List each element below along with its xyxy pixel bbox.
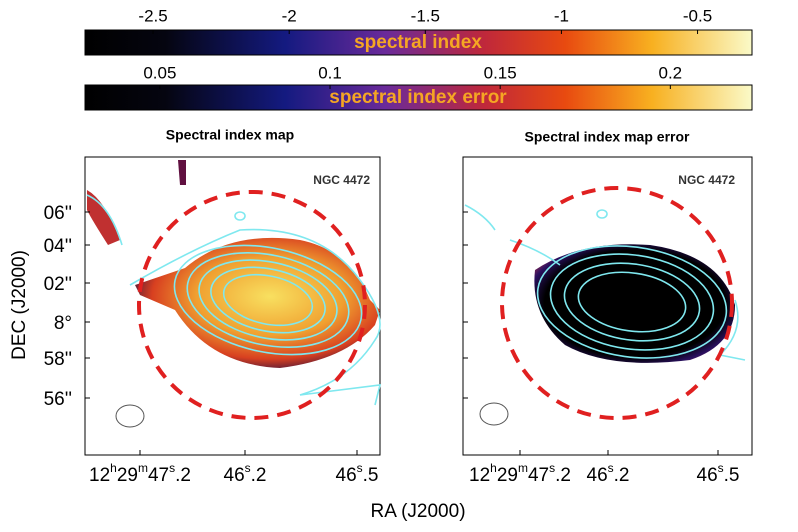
source-label: NGC 4472 — [313, 173, 370, 187]
ra-tick-part: 12 — [89, 465, 110, 486]
ra-tick-part: s — [608, 461, 614, 475]
ra-tick-part: s — [357, 461, 363, 475]
dec-tick-label: 02'' — [44, 274, 72, 295]
colorbar-tick-label: -2.5 — [138, 6, 167, 25]
ra-tick-part: .5 — [363, 465, 379, 486]
ra-tick-part: 12 — [469, 465, 490, 486]
ra-tick-part: 46 — [336, 465, 357, 486]
ra-tick-part: s — [718, 461, 724, 475]
colorbar-label: spectral index error — [329, 87, 507, 108]
ra-tick-part: s — [245, 461, 251, 475]
colorbar-tick-label: 0.15 — [484, 63, 517, 82]
ra-tick-part: 46 — [587, 465, 608, 486]
ra-tick-part: h — [110, 461, 117, 475]
dec-tick-label: 56'' — [44, 389, 72, 410]
ra-tick-part: s — [549, 461, 555, 475]
ra-tick-part: 29 — [497, 465, 518, 486]
colorbar-tick-label: -1 — [554, 6, 569, 25]
ra-tick-part: 46 — [697, 465, 718, 486]
map-panel — [462, 156, 753, 456]
dec-tick-label: 04'' — [44, 236, 72, 257]
colorbar — [84, 84, 753, 111]
ra-tick-label: 46s.5 — [697, 461, 740, 486]
ra-tick-part: .2 — [555, 465, 571, 486]
colorbar-tick-label: -1.5 — [411, 6, 440, 25]
colorbar-label: spectral index — [354, 32, 482, 53]
panel-title: Spectral index map error — [525, 129, 691, 145]
panel-title: Spectral index map — [166, 127, 294, 143]
ra-tick-part: m — [138, 461, 148, 475]
x-axis-label: RA (J2000) — [370, 501, 465, 522]
colorbar-tick-label: 0.2 — [659, 63, 683, 82]
ra-tick-part: 29 — [117, 465, 138, 486]
ra-tick-part: h — [490, 461, 497, 475]
colorbar-tick-label: 0.05 — [143, 63, 176, 82]
ra-tick-part: .2 — [175, 465, 191, 486]
colorbar-tick-label: -0.5 — [683, 6, 712, 25]
map-panel — [84, 156, 382, 456]
colorbar-tick-label: 0.1 — [318, 63, 342, 82]
colorbar-tick-label: -2 — [282, 6, 297, 25]
ra-tick-part: 47 — [148, 465, 169, 486]
ra-tick-part: 46 — [224, 465, 245, 486]
ra-tick-part: .2 — [614, 465, 630, 486]
ra-tick-label: 12h29m47s.2 — [469, 461, 571, 486]
ra-tick-part: s — [169, 461, 175, 475]
source-label: NGC 4472 — [678, 173, 735, 187]
ra-tick-part: 47 — [528, 465, 549, 486]
dec-tick-label: 58'' — [44, 349, 72, 370]
ra-tick-part: .2 — [251, 465, 267, 486]
ra-tick-part: m — [518, 461, 528, 475]
colorbar — [84, 29, 753, 56]
y-axis-label: DEC (J2000) — [9, 250, 30, 360]
dec-tick-label: 06'' — [44, 203, 72, 224]
ra-tick-label: 46s.5 — [336, 461, 379, 486]
dec-tick-label: 8° — [54, 313, 72, 334]
ra-tick-label: 46s.2 — [587, 461, 630, 486]
ra-tick-label: 12h29m47s.2 — [89, 461, 191, 486]
ra-tick-label: 46s.2 — [224, 461, 267, 486]
ra-tick-part: .5 — [724, 465, 740, 486]
